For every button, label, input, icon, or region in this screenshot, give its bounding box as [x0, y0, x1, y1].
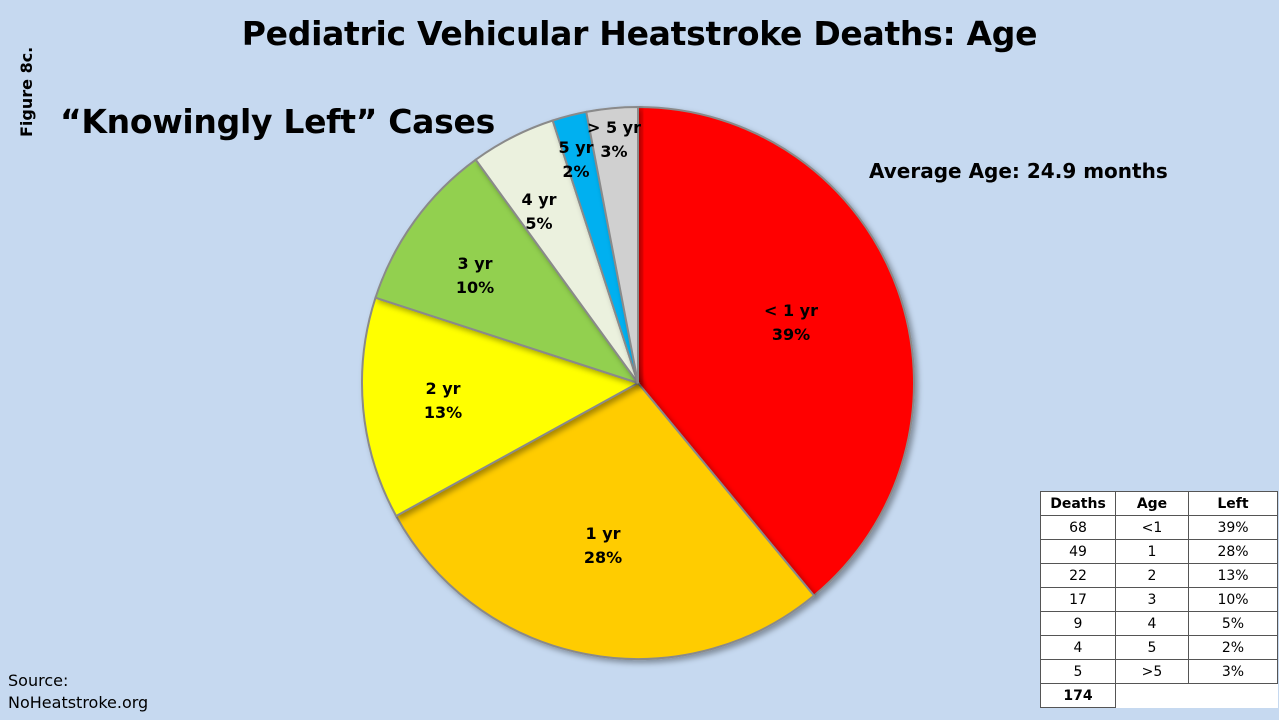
- total-deaths: 174: [1040, 683, 1116, 708]
- pie-slice: [374, 158, 641, 385]
- table-row: 5 >5 3%: [1040, 659, 1278, 684]
- pie-slice: [585, 105, 639, 384]
- source-site: NoHeatstroke.org: [8, 693, 149, 712]
- table-cell: 10%: [1188, 587, 1278, 612]
- table-total-row: 174: [1040, 683, 1278, 708]
- table-row: 17 3 10%: [1040, 587, 1278, 612]
- table-cell: 4: [1115, 611, 1189, 636]
- slice-percent-label: 2%: [562, 162, 589, 181]
- table-cell: 22: [1040, 563, 1116, 588]
- slice-percent-label: 3%: [600, 142, 627, 161]
- table-cell: 5%: [1188, 611, 1278, 636]
- slice-category-label: < 1 yr: [764, 301, 818, 320]
- table-cell: 5: [1115, 635, 1189, 660]
- header-deaths: Deaths: [1040, 491, 1116, 516]
- header-left: Left: [1188, 491, 1278, 516]
- slice-category-label: 4 yr: [521, 190, 556, 209]
- slice-percent-label: 5%: [525, 214, 552, 233]
- table-cell: 4: [1040, 635, 1116, 660]
- chart-title: Pediatric Vehicular Heatstroke Deaths: A…: [241, 14, 1038, 53]
- chart-subtitle: “Knowingly Left” Cases: [60, 102, 495, 141]
- table-cell: 5: [1040, 659, 1116, 684]
- slice-category-label: 2 yr: [425, 379, 460, 398]
- data-table: Deaths Age Left 68 <1 39% 49 1 28% 22 2 …: [1040, 491, 1278, 708]
- average-age-annotation: Average Age: 24.9 months: [869, 159, 1168, 183]
- table-cell: 3: [1115, 587, 1189, 612]
- slice-category-label: 3 yr: [457, 254, 492, 273]
- table-cell: 2: [1115, 563, 1189, 588]
- table-row: 22 2 13%: [1040, 563, 1278, 588]
- table-cell: <1: [1115, 515, 1189, 540]
- pie-slice: [637, 105, 915, 598]
- table-cell: 9: [1040, 611, 1116, 636]
- slice-percent-label: 10%: [456, 278, 494, 297]
- header-age: Age: [1115, 491, 1189, 516]
- source-label: Source:: [8, 671, 69, 690]
- table-cell: >5: [1115, 659, 1189, 684]
- table-row: 49 1 28%: [1040, 539, 1278, 564]
- slice-percent-label: 39%: [772, 325, 810, 344]
- table-cell: 1: [1115, 539, 1189, 564]
- table-cell: 3%: [1188, 659, 1278, 684]
- slice-category-label: > 5 yr: [587, 118, 641, 137]
- table-cell: 28%: [1188, 539, 1278, 564]
- table-cell: 39%: [1188, 515, 1278, 540]
- slice-category-label: 1 yr: [585, 524, 620, 543]
- slice-category-label: 5 yr: [558, 138, 593, 157]
- table-cell: 49: [1040, 539, 1116, 564]
- table-row: 9 4 5%: [1040, 611, 1278, 636]
- slice-percent-label: 13%: [424, 403, 462, 422]
- table-cell: 68: [1040, 515, 1116, 540]
- table-header-row: Deaths Age Left: [1040, 491, 1278, 516]
- slice-percent-label: 28%: [584, 548, 622, 567]
- table-cell: 2%: [1188, 635, 1278, 660]
- table-row: 4 5 2%: [1040, 635, 1278, 660]
- pie-slice: [361, 296, 641, 518]
- pie-slice: [394, 381, 816, 660]
- table-blank-cell: [1116, 684, 1189, 708]
- table-cell: 17: [1040, 587, 1116, 612]
- table-blank-cell: [1189, 684, 1278, 708]
- source-note: Source: NoHeatstroke.org: [8, 670, 148, 714]
- table-cell: 13%: [1188, 563, 1278, 588]
- table-row: 68 <1 39%: [1040, 515, 1278, 540]
